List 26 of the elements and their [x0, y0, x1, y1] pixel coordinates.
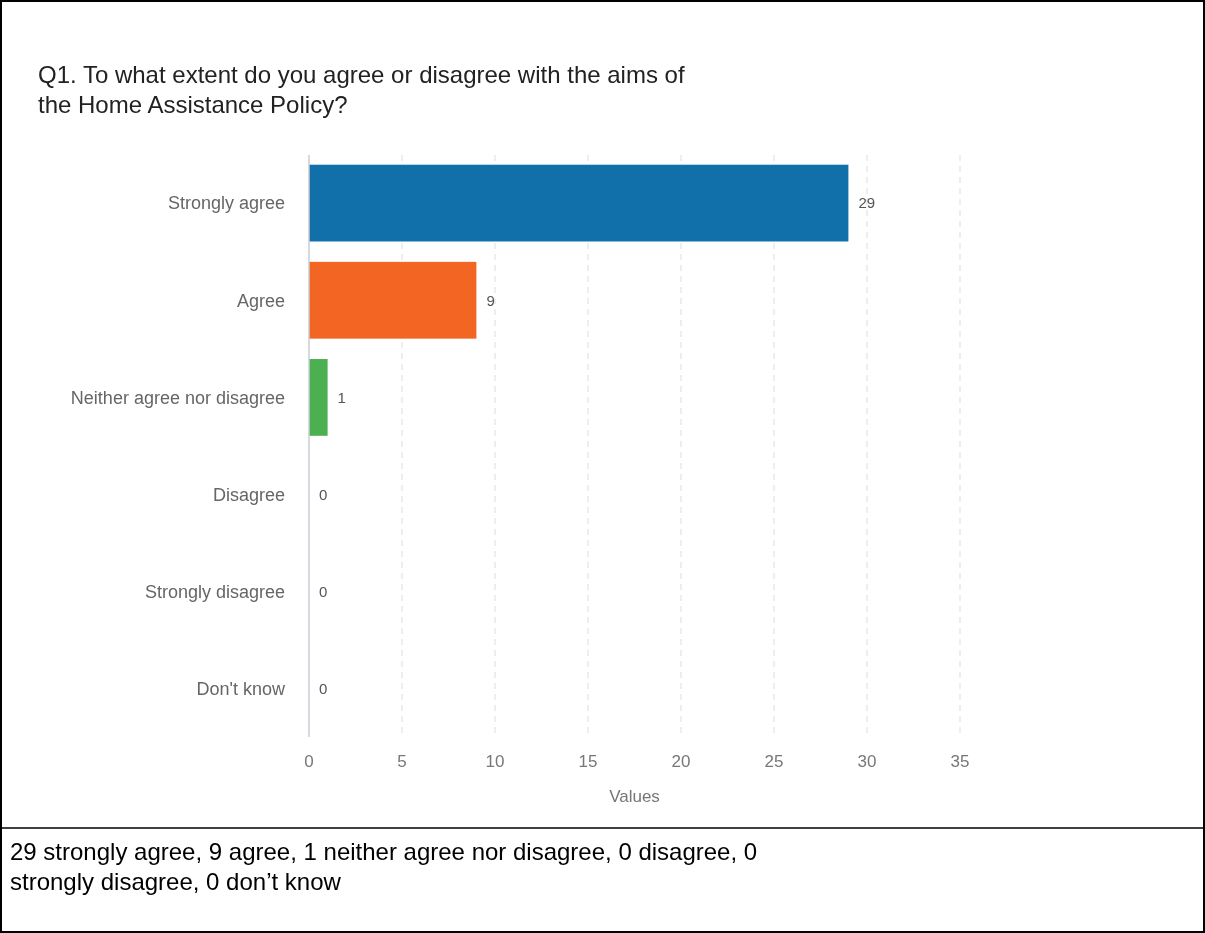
y-tick-label: Disagree: [212, 484, 285, 505]
text: 29 strongly agree, 9 agree, 1 neither agree nor disagree, 0 disagree, 0 strongly disagree, 0 don’t know: [10, 838, 758, 895]
bar: [309, 261, 477, 339]
x-tick-label: 35: [950, 752, 970, 771]
y-tick-label: Agree: [236, 290, 285, 311]
data-label: 9: [486, 291, 495, 309]
y-tick-label: Strongly agree: [167, 193, 285, 214]
x-tick-label: 10: [485, 752, 505, 771]
x-axis-title: Values: [609, 787, 660, 806]
data-label: 29: [858, 194, 876, 212]
x-tick-label: 5: [397, 752, 407, 771]
y-tick-label: Don't know: [196, 679, 286, 700]
x-tick-label: 15: [578, 752, 598, 771]
bar: [309, 359, 328, 436]
data-label: 0: [319, 680, 328, 698]
y-tick-label: Neither agree nor disagree: [70, 387, 285, 408]
data-label: 0: [319, 485, 328, 503]
chart-title: Q1. To what extent do you agree or disagree with the aims of the Home Assistance Policy?: [38, 61, 685, 118]
x-tick-label: 20: [671, 752, 691, 771]
x-tick-label: 0: [304, 752, 314, 771]
x-tick-label: 30: [857, 752, 877, 771]
data-label: 1: [337, 388, 346, 406]
data-label: 0: [319, 582, 328, 600]
x-tick-label: 25: [764, 752, 784, 771]
y-tick-label: Strongly disagree: [144, 582, 285, 603]
bar: [309, 164, 849, 242]
